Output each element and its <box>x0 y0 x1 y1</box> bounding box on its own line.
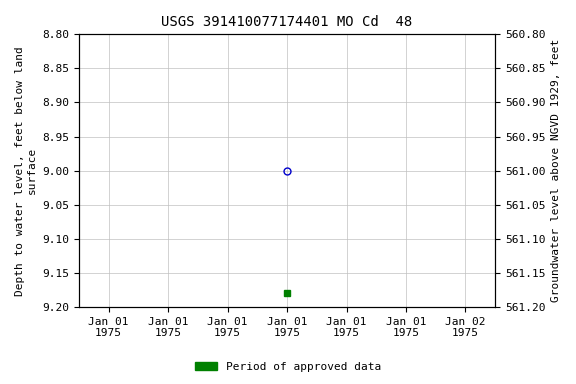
Y-axis label: Depth to water level, feet below land
surface: Depth to water level, feet below land su… <box>15 46 37 296</box>
Legend: Period of approved data: Period of approved data <box>191 358 385 377</box>
Y-axis label: Groundwater level above NGVD 1929, feet: Groundwater level above NGVD 1929, feet <box>551 39 561 302</box>
Title: USGS 391410077174401 MO Cd  48: USGS 391410077174401 MO Cd 48 <box>161 15 412 29</box>
